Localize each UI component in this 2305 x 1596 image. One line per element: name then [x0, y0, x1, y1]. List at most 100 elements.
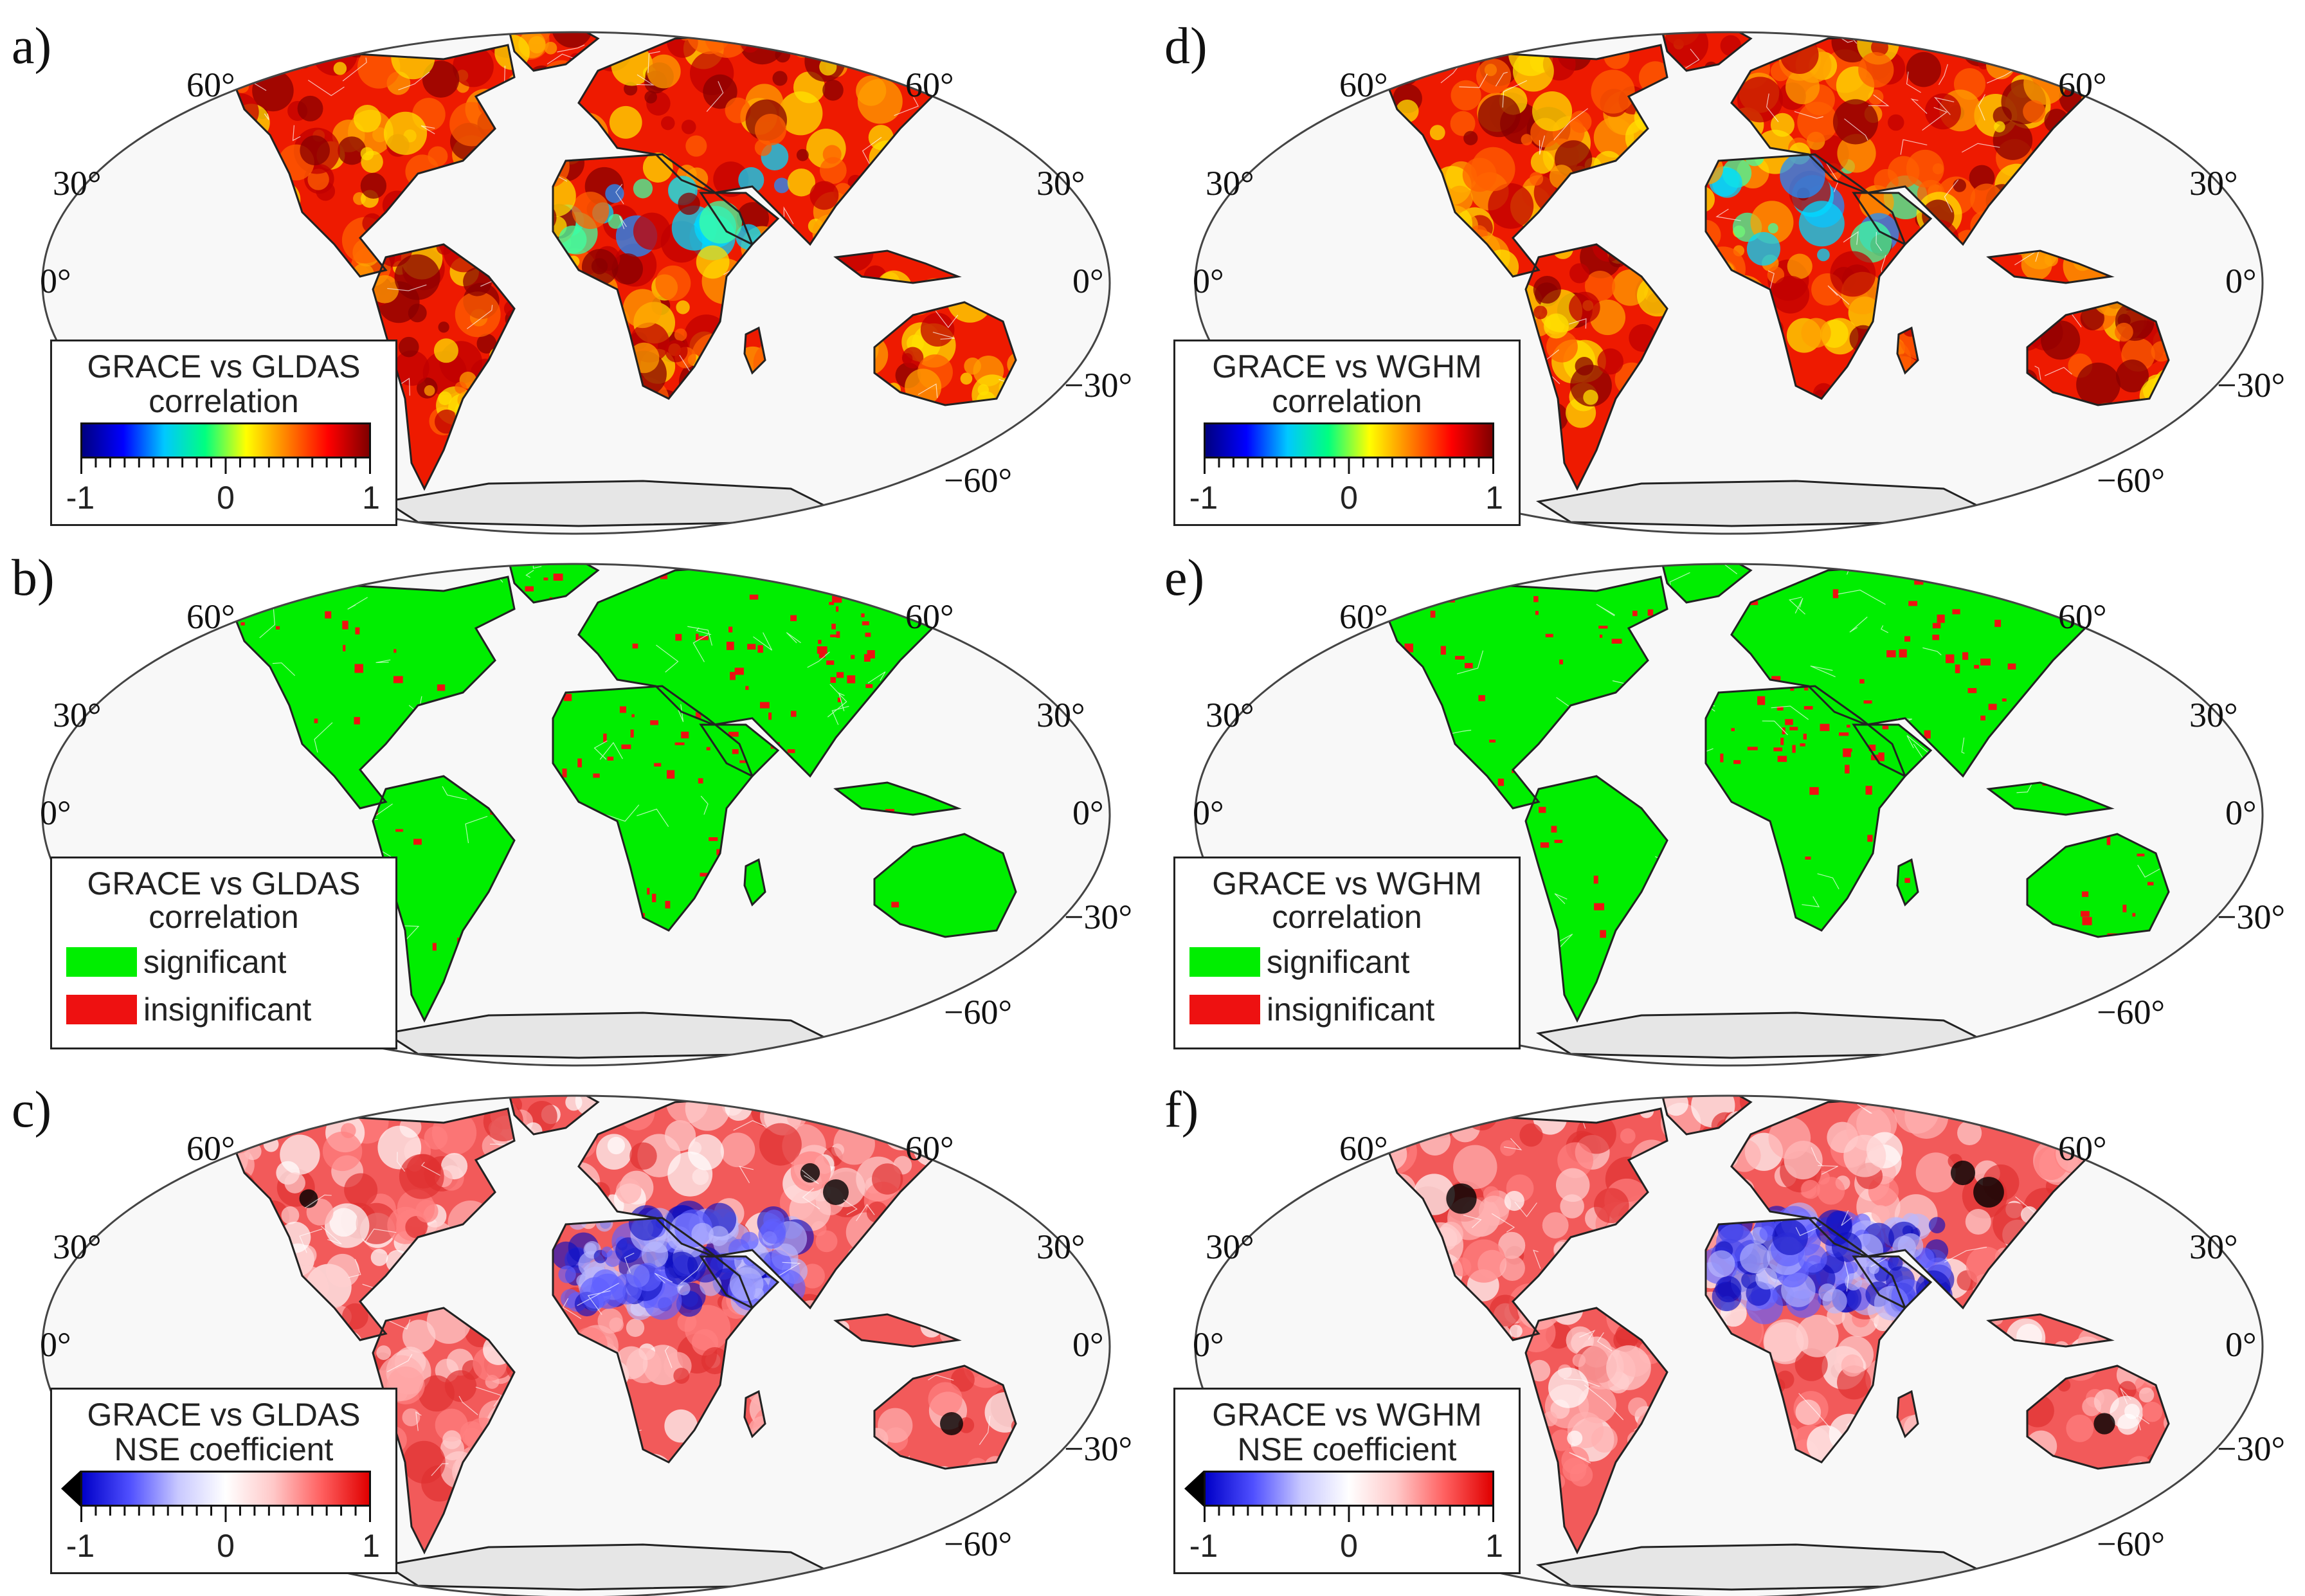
legend-correlation: GRACE vs WGHM correlation -1 0 1	[1173, 340, 1521, 526]
coastline-greenland	[1659, 564, 1753, 604]
coastline-indonesia	[833, 1313, 962, 1348]
coastline-greenland	[507, 32, 600, 72]
lat-label-m60-right: −60°	[2097, 1525, 2165, 1563]
coastline-africa	[1704, 1217, 1906, 1464]
tick-label-mid: 0	[1340, 480, 1358, 516]
lat-label-60-right: 60°	[2058, 66, 2107, 104]
lat-label-0-right: 0°	[1072, 262, 1104, 300]
lat-label-m30-right: −30°	[2217, 1429, 2286, 1468]
panel-label: f)	[1164, 1082, 1199, 1138]
lat-label-0-right: 0°	[1072, 793, 1104, 832]
coastline-indonesia	[1986, 781, 2115, 816]
coastline-africa	[552, 153, 754, 400]
coastline-south-america	[1524, 243, 1668, 491]
lat-label-60-right: 60°	[2058, 597, 2107, 636]
coastline-madagascar	[1896, 326, 1919, 375]
tick-label-mid: 0	[217, 1528, 235, 1564]
coastline-greenland	[507, 1096, 600, 1136]
coastline-africa	[552, 685, 754, 932]
lat-label-60-right: 60°	[905, 597, 954, 636]
lat-label-30-left: 30°	[53, 164, 102, 203]
legend-title: GRACE vs GLDAS	[87, 349, 361, 385]
tick-label-max: 1	[362, 480, 380, 516]
map-frame	[41, 31, 1111, 535]
tick-label-min: -1	[66, 480, 95, 516]
lat-label-30-right: 30°	[1036, 696, 1085, 734]
map-frame	[41, 1094, 1111, 1596]
coastline-australia	[873, 301, 1017, 406]
coastline-north-america	[230, 44, 516, 278]
coastline-australia	[2026, 301, 2170, 406]
lat-label-m30-right: −30°	[1064, 366, 1133, 404]
colorbar-ticks	[1204, 1507, 1494, 1522]
coastline-north-america	[1382, 576, 1668, 810]
lat-label-30-left: 30°	[1206, 1228, 1254, 1266]
lat-label-60-left: 60°	[1339, 597, 1388, 636]
legend-subtitle: correlation	[1272, 383, 1422, 419]
colorbar-ticks	[80, 1507, 371, 1522]
lat-label-30-left: 30°	[53, 696, 102, 734]
lat-label-30-right: 30°	[1036, 164, 1085, 203]
lat-label-0-left: 0°	[40, 793, 71, 832]
colorbar	[1204, 422, 1494, 458]
lat-label-30-right: 30°	[2189, 696, 2238, 734]
legend-significance: GRACE vs GLDAS correlation significant i…	[50, 857, 397, 1049]
tick-label-max: 1	[362, 1528, 380, 1564]
coastline-greenland	[1659, 32, 1753, 72]
lat-label-0-left: 0°	[1193, 1325, 1224, 1364]
panel-label: b)	[12, 550, 55, 606]
lat-label-60-right: 60°	[905, 1129, 954, 1168]
coastline-north-america	[1382, 1107, 1668, 1341]
map-frame	[41, 563, 1111, 1067]
panel-a: a) 60° 30° 0° 60° 30° 0° −30° −60° GRACE…	[0, 0, 1152, 535]
lat-label-30-left: 30°	[53, 1228, 102, 1266]
coastline-arabia	[699, 192, 780, 246]
lat-label-0-left: 0°	[1193, 262, 1224, 300]
coastline-arabia	[1852, 723, 1933, 777]
swatch-insignificant	[1189, 995, 1260, 1024]
lat-label-30-left: 30°	[1206, 696, 1254, 734]
lat-label-m60-right: −60°	[2097, 993, 2165, 1031]
legend-correlation: GRACE vs GLDAS correlation -1 0 1	[50, 340, 397, 526]
significant-label: significant	[1267, 944, 1410, 980]
colorbar-ticks	[1204, 458, 1494, 474]
lat-label-60-left: 60°	[186, 597, 235, 636]
coastline-greenland	[507, 564, 600, 604]
significant-label: significant	[143, 944, 287, 980]
map-frame	[1194, 1094, 2264, 1596]
lat-label-m60-right: −60°	[944, 1525, 1013, 1563]
legend-title: GRACE vs GLDAS	[87, 866, 361, 902]
panel-c: c) 60° 30° 0° 60° 30° 0° −30° −60° GRACE…	[0, 1064, 1152, 1596]
coastline-australia	[2026, 833, 2170, 938]
lat-label-30-right: 30°	[2189, 1228, 2238, 1266]
legend-nse: GRACE vs WGHM NSE coefficient -1 0 1	[1173, 1388, 1521, 1574]
lat-label-m30-right: −30°	[1064, 1429, 1133, 1468]
lat-label-60-left: 60°	[186, 66, 235, 104]
lat-label-30-right: 30°	[2189, 164, 2238, 203]
swatch-insignificant	[66, 995, 137, 1024]
coastline-africa	[1704, 153, 1906, 400]
panel-f: f) 60° 30° 0° 60° 30° 0° −30° −60° GRACE…	[1153, 1064, 2305, 1596]
legend-subtitle: correlation	[149, 899, 299, 935]
legend-subtitle: correlation	[1272, 899, 1422, 935]
coastline-south-america	[1524, 775, 1668, 1023]
coastline-arabia	[699, 1255, 780, 1309]
lat-label-m30-right: −30°	[2217, 366, 2286, 404]
tick-label-max: 1	[1485, 480, 1503, 516]
lat-label-60-left: 60°	[1339, 66, 1388, 104]
coastline-greenland	[1659, 1096, 1753, 1136]
tick-label-mid: 0	[1340, 1528, 1358, 1564]
legend-title: GRACE vs WGHM	[1212, 1397, 1482, 1433]
coastline-arabia	[699, 723, 780, 777]
coastline-madagascar	[743, 1390, 766, 1438]
tick-label-max: 1	[1485, 1528, 1503, 1564]
legend-subtitle: NSE coefficient	[1237, 1431, 1457, 1467]
coastline-north-america	[230, 1107, 516, 1341]
colorbar-min-arrow	[61, 1471, 80, 1507]
coastline-madagascar	[1896, 858, 1919, 907]
tick-label-mid: 0	[217, 480, 235, 516]
coastline-south-america	[372, 243, 516, 491]
coastline-australia	[873, 833, 1017, 938]
colorbar-min-arrow	[1184, 1471, 1204, 1507]
lat-label-0-left: 0°	[40, 1325, 71, 1364]
